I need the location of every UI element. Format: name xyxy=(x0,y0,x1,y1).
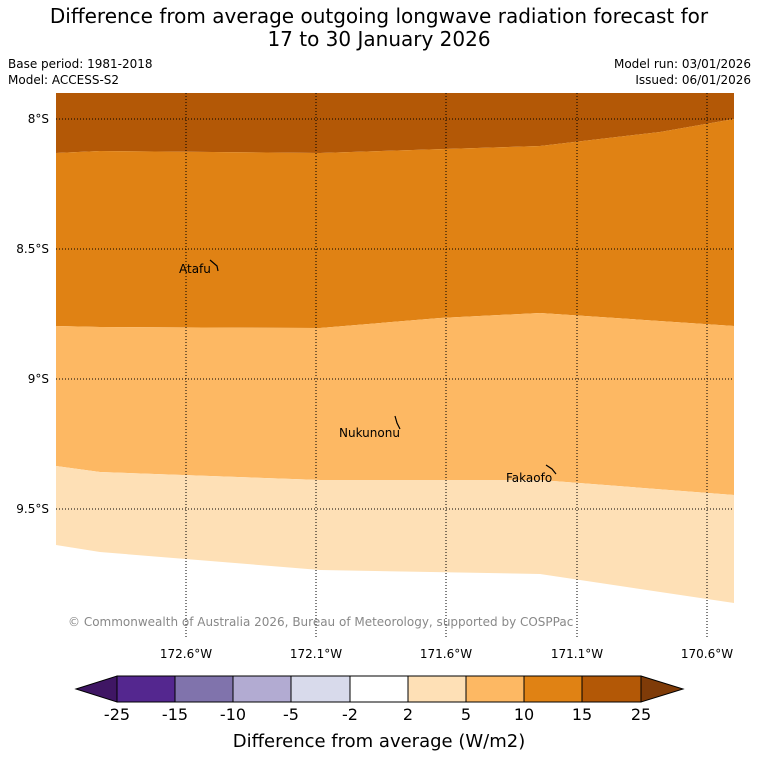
lat-label: 8.5°S xyxy=(16,242,49,256)
model-run: Model run: 03/01/2026 xyxy=(613,57,751,71)
colorbar-tick: -25 xyxy=(104,705,130,724)
band-10-15 xyxy=(56,119,734,328)
band-2-5 xyxy=(56,466,734,603)
fakaofo-atoll-outline xyxy=(545,464,557,475)
colorbar-segment xyxy=(349,675,409,703)
title-line-2: 17 to 30 January 2026 xyxy=(267,27,491,51)
model-name: Model: ACCESS-S2 xyxy=(8,73,120,87)
meta-right: Model run: 03/01/2026 Issued: 06/01/2026 xyxy=(614,56,751,88)
colorbar-tick: 2 xyxy=(403,705,413,724)
lat-label: 9°S xyxy=(28,372,49,386)
colorbar-tick: -15 xyxy=(162,705,188,724)
colorbar-segment xyxy=(232,675,292,703)
colorbar-tick: 15 xyxy=(572,705,592,724)
atafu-atoll-outline xyxy=(209,259,219,272)
colorbar-label: Difference from average (W/m2) xyxy=(233,731,525,752)
title-line-1: Difference from average outgoing longwav… xyxy=(49,4,709,28)
place-label-nukunonu: Nukunonu xyxy=(339,426,400,440)
places: Atafu Nukunonu Fakaofo xyxy=(179,259,557,485)
meta-left: Base period: 1981-2018 Model: ACCESS-S2 xyxy=(8,56,153,88)
map-title: Difference from average outgoing longwav… xyxy=(0,5,758,51)
lon-labels: 172.6°W 172.1°W 171.6°W 171.1°W 170.6°W xyxy=(160,647,733,661)
place-label-atafu: Atafu xyxy=(179,262,211,276)
colorbar-segment xyxy=(116,675,176,703)
colorbar-tick: 10 xyxy=(514,705,534,724)
lat-label: 8°S xyxy=(28,112,49,126)
colorbar-segment xyxy=(407,675,467,703)
base-period: Base period: 1981-2018 xyxy=(8,57,153,71)
colorbar-segment xyxy=(581,675,642,703)
copyright-notice: © Commonwealth of Australia 2026, Bureau… xyxy=(68,615,573,629)
colorbar-segment xyxy=(465,675,525,703)
colorbar-tick: -10 xyxy=(220,705,246,724)
lon-label: 172.6°W xyxy=(160,647,212,661)
lon-label: 171.1°W xyxy=(551,647,603,661)
colorbar-tick: -5 xyxy=(283,705,299,724)
lon-label: 172.1°W xyxy=(290,647,342,661)
colorbar-tick: 25 xyxy=(631,705,651,724)
band-5-10 xyxy=(56,313,734,495)
colorbar-segment xyxy=(523,675,583,703)
colorbar-segment xyxy=(174,675,234,703)
place-label-fakaofo: Fakaofo xyxy=(506,471,552,485)
map-area xyxy=(56,93,734,639)
colorbar-extend-low xyxy=(74,675,118,703)
nukunonu-atoll-outline xyxy=(394,415,401,430)
colorbar-tick: 5 xyxy=(461,705,471,724)
colorbar-tick: -2 xyxy=(342,705,358,724)
lon-label: 171.6°W xyxy=(420,647,472,661)
lon-label: 170.6°W xyxy=(681,647,733,661)
issued-date: Issued: 06/01/2026 xyxy=(635,73,751,87)
colorbar-segment xyxy=(290,675,351,703)
lat-label: 9.5°S xyxy=(16,502,49,516)
colorbar-ticks: -25 -15 -10 -5 -2 2 5 10 15 25 xyxy=(104,705,651,724)
lat-labels: 8°S 8.5°S 9°S 9.5°S xyxy=(16,112,49,516)
graticule xyxy=(56,93,734,639)
colorbar xyxy=(74,675,685,703)
band-15-25 xyxy=(56,93,734,153)
colorbar-extend-high xyxy=(640,675,685,703)
